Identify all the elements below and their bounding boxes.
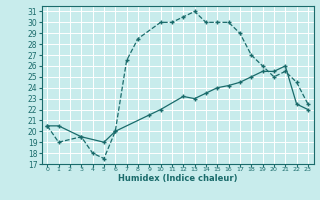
X-axis label: Humidex (Indice chaleur): Humidex (Indice chaleur) <box>118 174 237 183</box>
